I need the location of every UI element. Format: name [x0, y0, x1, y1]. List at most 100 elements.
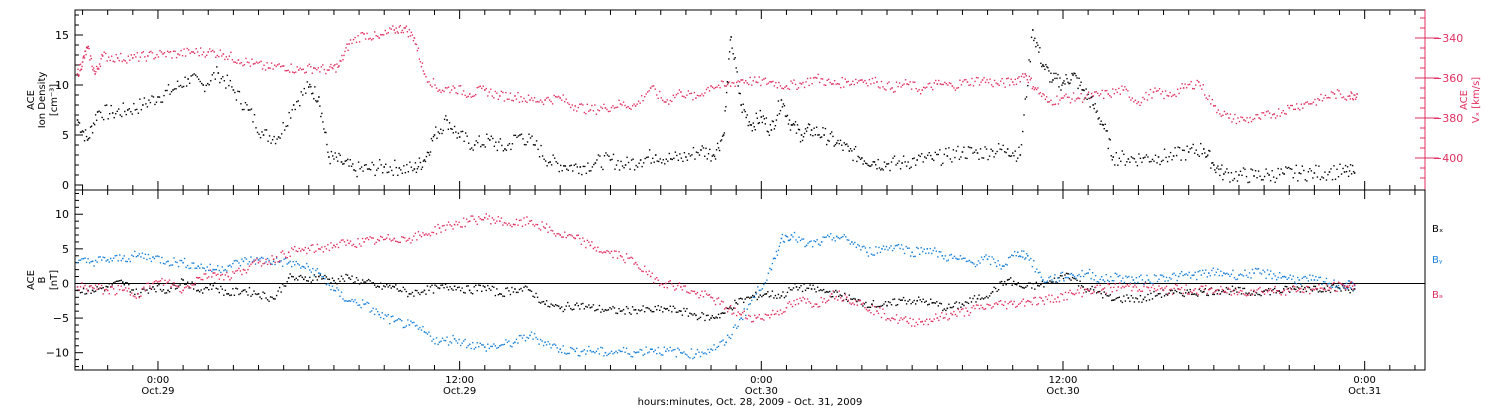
density-sample	[110, 104, 112, 107]
density-sample	[1015, 160, 1018, 162]
bz-point	[559, 234, 561, 236]
bz-sample	[844, 294, 846, 296]
density-sample	[1065, 74, 1067, 76]
bx-point	[1157, 293, 1160, 295]
bz-sample	[975, 304, 978, 306]
density-sample	[259, 136, 262, 139]
density-sample	[939, 149, 941, 151]
velocity-sample	[287, 69, 289, 72]
by-point	[1117, 275, 1120, 278]
density-sample	[173, 88, 176, 90]
by-sample	[1232, 269, 1234, 272]
by-sample	[386, 315, 388, 317]
velocity-sample	[903, 83, 905, 85]
density-sample	[804, 128, 807, 130]
bz-sample	[1008, 301, 1011, 303]
by-sample	[357, 304, 359, 307]
bx-sample	[533, 296, 536, 298]
density-point	[823, 134, 825, 136]
density-sample	[934, 151, 936, 154]
bx-sample	[224, 289, 227, 292]
bx-sample	[717, 313, 720, 316]
velocity-sample	[183, 48, 185, 50]
by-sample	[481, 344, 483, 346]
bz-sample	[452, 228, 454, 230]
bx-sample	[313, 274, 316, 276]
density-sample	[1309, 167, 1311, 170]
velocity-sample	[805, 81, 807, 83]
density-sample	[910, 166, 912, 168]
density-point	[247, 109, 250, 111]
by-sample	[340, 291, 343, 293]
by-point	[926, 248, 929, 250]
bz-sample	[971, 307, 973, 309]
by-sample	[542, 344, 545, 347]
bx-sample	[1070, 279, 1072, 281]
velocity-sample	[832, 83, 834, 85]
density-sample	[359, 168, 361, 170]
bz-sample	[1205, 284, 1207, 287]
bx-sample	[369, 280, 371, 282]
bx-sample	[455, 288, 457, 291]
bx-sample	[985, 295, 988, 298]
by-sample	[735, 327, 738, 329]
density-sample	[1073, 72, 1075, 74]
by-sample	[411, 321, 414, 324]
density-sample	[139, 98, 141, 100]
velocity-sample	[993, 79, 996, 82]
density-sample	[878, 167, 881, 169]
density-sample	[362, 170, 364, 172]
velocity-sample	[78, 64, 81, 66]
velocity-sample	[216, 54, 218, 57]
density-sample	[1053, 72, 1055, 75]
bz-sample	[992, 306, 994, 308]
density-sample	[608, 155, 610, 157]
velocity-sample	[849, 84, 851, 86]
density-sample	[445, 115, 447, 117]
bx-sample	[794, 283, 796, 285]
by-sample	[1116, 273, 1118, 275]
bz-sample	[659, 284, 661, 287]
density-sample	[310, 86, 312, 88]
velocity-sample	[568, 103, 570, 106]
density-sample	[778, 113, 781, 115]
bz-sample	[387, 234, 389, 236]
density-sample	[516, 136, 518, 139]
bz-sample	[476, 223, 478, 225]
density-sample	[896, 162, 899, 164]
density-sample	[751, 130, 753, 132]
velocity-sample	[506, 98, 509, 100]
density-sample	[841, 144, 843, 146]
by-sample	[180, 259, 183, 262]
bx-sample	[736, 303, 739, 305]
bx-sample	[1025, 286, 1027, 288]
by-sample	[793, 231, 796, 234]
velocity-sample	[383, 34, 385, 36]
bx-sample	[306, 280, 308, 282]
bx-sample	[494, 294, 497, 297]
bx-sample	[678, 310, 681, 312]
velocity-sample	[1235, 122, 1238, 125]
bx-sample	[668, 309, 670, 312]
bx-sample	[235, 287, 237, 290]
density-sample	[1288, 166, 1290, 169]
velocity-sample	[1249, 116, 1251, 119]
by-sample	[131, 254, 133, 256]
density-sample	[561, 169, 563, 172]
velocity-sample	[612, 105, 614, 107]
density-sample	[1083, 89, 1085, 92]
bz-sample	[1262, 291, 1264, 294]
bx-sample	[801, 290, 804, 293]
velocity-sample	[407, 36, 410, 38]
bx-sample	[592, 304, 595, 306]
bx-sample	[490, 289, 492, 291]
velocity-sample	[1059, 99, 1061, 101]
top-ylabel-line-2: Ion Density	[37, 72, 48, 129]
bz-point	[1283, 289, 1286, 292]
bz-point	[680, 286, 682, 288]
by-sample	[799, 239, 802, 242]
density-sample	[563, 165, 565, 167]
bx-sample	[752, 294, 754, 297]
velocity-sample	[1090, 92, 1093, 95]
velocity-sample	[520, 96, 522, 98]
